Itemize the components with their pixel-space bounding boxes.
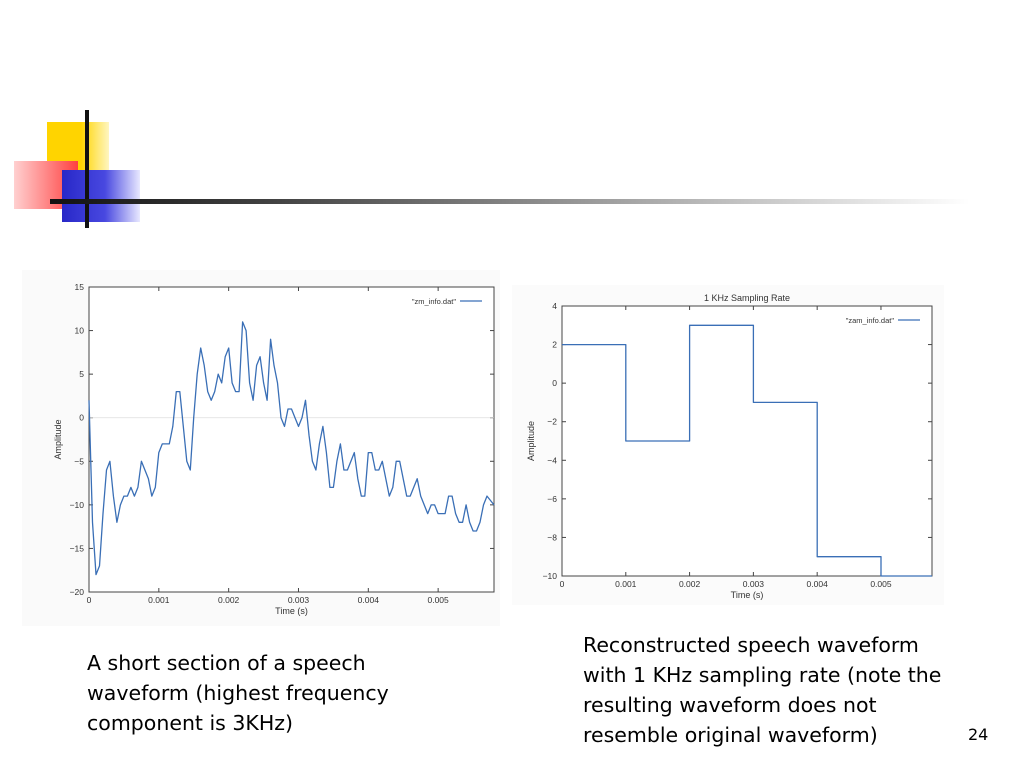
vertical-rule <box>85 110 89 228</box>
left-caption: A short section of a speech waveform (hi… <box>87 651 389 735</box>
y-tick-label: 10 <box>75 326 85 336</box>
reconstructed-waveform-svg: 420−2−4−6−8−100 0.001 0.002 0.003 0.004 0.005… <box>526 293 933 600</box>
y-tick-label: 0 <box>79 413 84 423</box>
y-axis-label: Amplitude <box>526 421 536 461</box>
series-line <box>562 324 932 577</box>
blue-square-decoration <box>62 170 140 222</box>
y-tick-label: −8 <box>547 532 557 542</box>
y-tick-label: 0 <box>552 378 557 388</box>
y-axis-label: Amplitude <box>53 419 63 459</box>
y-tick-label: −5 <box>74 456 84 466</box>
x-tick-label: 0.003 <box>288 595 310 605</box>
legend-label: "zm_info.dat" <box>412 297 456 306</box>
right-caption: Reconstructed speech waveform with 1 KHz… <box>583 633 942 747</box>
horizontal-rule <box>50 199 970 204</box>
x-tick-label: 0.004 <box>807 579 829 589</box>
y-tick-label: −4 <box>547 455 557 465</box>
slide-number: 24 <box>968 725 989 744</box>
speech-waveform-chart: 15 10 5 0 −5 −10 −15 −20 0 0.001 0.002 0.003 0.004 0.… <box>22 270 500 626</box>
x-tick-label: 0 <box>87 595 92 605</box>
y-tick-label: 2 <box>552 340 557 350</box>
y-tick-label: 15 <box>75 282 85 292</box>
y-tick-label: 5 <box>79 369 84 379</box>
legend-label: "zam_info.dat" <box>846 316 895 325</box>
y-tick-label: −20 <box>70 587 85 597</box>
reconstructed-waveform-chart: 4 2 0 −2 −4 −6 −8 −10 0 0.001 0.002 0.003 0.004 0.005… <box>512 285 944 605</box>
y-tick-label: 4 <box>552 301 557 311</box>
y-tick-label: −15 <box>70 543 85 553</box>
y-tick-label: −10 <box>70 500 85 510</box>
x-tick-label: 0 <box>560 579 565 589</box>
x-axis-label: Time (s) <box>275 606 308 616</box>
x-tick-label: 0.002 <box>218 595 240 605</box>
y-tick-label: −6 <box>547 494 557 504</box>
chart-title: 1 KHz Sampling Rate <box>704 293 790 303</box>
x-tick-label: 0.005 <box>870 579 892 589</box>
plot-frame <box>88 286 495 593</box>
y-tick-label: −2 <box>547 417 557 427</box>
y-tick-label: −10 <box>543 571 558 581</box>
x-axis-label: Time (s) <box>731 590 764 600</box>
x-tick-label: 0.005 <box>427 595 449 605</box>
x-tick-label: 0.002 <box>679 579 701 589</box>
x-tick-label: 0.001 <box>148 595 170 605</box>
plot-frame <box>561 305 933 577</box>
series-line <box>88 321 495 576</box>
x-tick-label: 0.001 <box>615 579 637 589</box>
x-tick-label: 0.004 <box>358 595 380 605</box>
x-tick-label: 0.003 <box>743 579 765 589</box>
